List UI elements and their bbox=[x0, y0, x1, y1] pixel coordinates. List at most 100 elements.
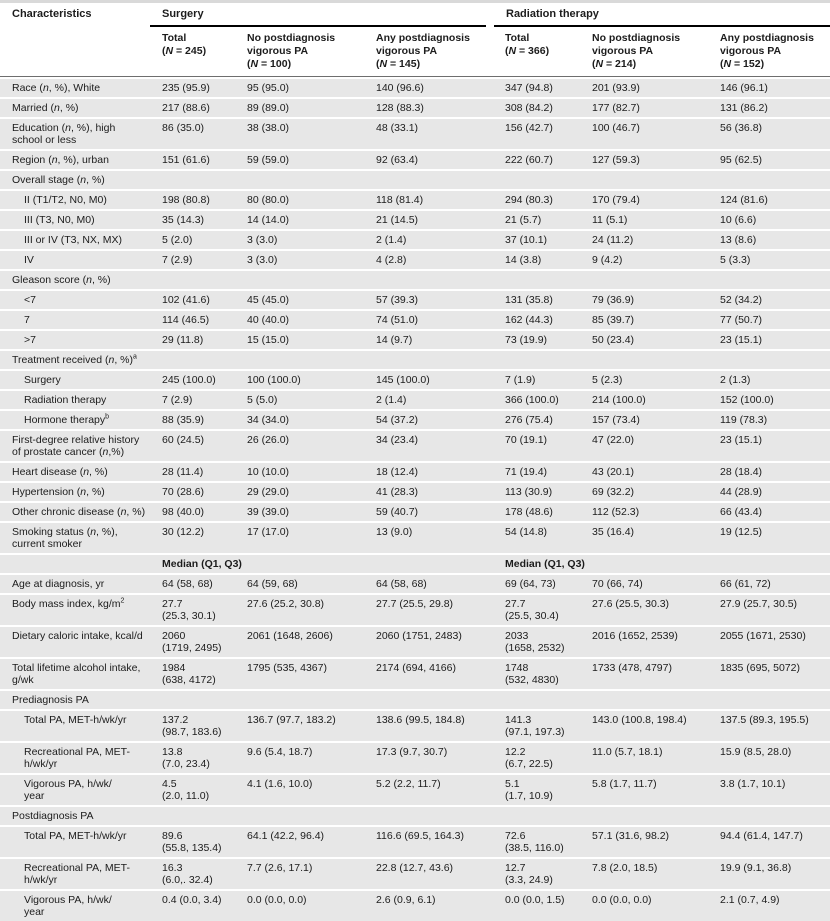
cell-value: 347 (94.8) bbox=[505, 82, 553, 94]
row-label: Radiation therapy bbox=[24, 394, 107, 406]
table-row: Smoking status (n, %), current smoker 30 … bbox=[0, 523, 830, 553]
median-subheader: Median (Q1, Q3) bbox=[162, 558, 242, 570]
row-label: Heart disease (n, %) bbox=[12, 466, 108, 478]
cell-value: 59 (59.0) bbox=[247, 154, 290, 166]
cell-value: 34 (23.4) bbox=[376, 434, 419, 446]
cell-value: 40 (40.0) bbox=[247, 314, 290, 326]
cell-value: 35 (16.4) bbox=[592, 526, 635, 538]
cell-value: 7 (1.9) bbox=[505, 374, 536, 386]
cell-value: 5 (2.3) bbox=[592, 374, 623, 386]
cell-value: 64 (58, 68) bbox=[162, 578, 213, 590]
cell-value: 162 (44.3) bbox=[505, 314, 553, 326]
table-row: III (T3, N0, M0) 35 (14.3) 14 (14.0) 21 (14… bbox=[0, 211, 830, 229]
cell-value: 38 (38.0) bbox=[247, 122, 290, 134]
cell-value: 30 (12.2) bbox=[162, 526, 205, 538]
table-row: First-degree relative history of prostat… bbox=[0, 431, 830, 461]
cell-value: 2016 (1652, 2539) bbox=[592, 630, 678, 642]
cell-value: 37 (10.1) bbox=[505, 234, 548, 246]
cell-value: 3.8 (1.7, 10.1) bbox=[720, 778, 786, 790]
cell-value: 2055 (1671, 2530) bbox=[720, 630, 806, 642]
cell-value: 54 (14.8) bbox=[505, 526, 548, 538]
row-label: Education (n, %), high school or less bbox=[12, 122, 116, 146]
cell-value: 4.5 (2.0, 11.0) bbox=[162, 778, 210, 802]
section-row: Treatment received (n, %)a bbox=[0, 351, 830, 369]
cell-value: 39 (39.0) bbox=[247, 506, 290, 518]
cell-value: 2 (1.4) bbox=[376, 234, 407, 246]
cell-value: 92 (63.4) bbox=[376, 154, 419, 166]
table-row: Education (n, %), high school or less 86 … bbox=[0, 119, 830, 149]
cell-value: 1733 (478, 4797) bbox=[592, 662, 672, 674]
cell-value: 10 (6.6) bbox=[720, 214, 757, 226]
cell-value: 14 (3.8) bbox=[505, 254, 542, 266]
table-row: Recreational PA, MET-h/wk/yr 16.3 (6.0,. 3… bbox=[0, 859, 830, 889]
cell-value: 13 (8.6) bbox=[720, 234, 757, 246]
cell-value: 69 (32.2) bbox=[592, 486, 635, 498]
row-label: First-degree relative history of prostat… bbox=[12, 434, 140, 458]
cell-value: 14 (9.7) bbox=[376, 334, 413, 346]
row-label: >7 bbox=[24, 334, 36, 346]
column-header: Total (N = 245) bbox=[162, 32, 207, 57]
cell-value: 69 (64, 73) bbox=[505, 578, 556, 590]
cell-value: 152 (100.0) bbox=[720, 394, 774, 406]
table-row: Surgery 245 (100.0) 100 (100.0) 145 (100.0)… bbox=[0, 371, 830, 389]
row-label: Surgery bbox=[24, 374, 61, 386]
cell-value: 178 (48.6) bbox=[505, 506, 553, 518]
cell-value: 7 (2.9) bbox=[162, 394, 193, 406]
table-row: Hypertension (n, %) 70 (28.6) 29 (29.0) 41 … bbox=[0, 483, 830, 501]
cell-value: 18 (12.4) bbox=[376, 466, 419, 478]
table-row: Age at diagnosis, yr 64 (58, 68) 64 (59, 6… bbox=[0, 575, 830, 593]
cell-value: 24 (11.2) bbox=[592, 234, 634, 246]
cell-value: 29 (11.8) bbox=[162, 334, 204, 346]
cell-value: 12.7 (3.3, 24.9) bbox=[505, 862, 553, 886]
cell-value: 35 (14.3) bbox=[162, 214, 205, 226]
cell-value: 89 (89.0) bbox=[247, 102, 290, 114]
cell-value: 3 (3.0) bbox=[247, 254, 278, 266]
cell-value: 113 (30.9) bbox=[505, 486, 553, 498]
cell-value: 11.0 (5.7, 18.1) bbox=[592, 746, 663, 758]
column-headers-row: Total (N = 245) No postdiagnosis vigorous … bbox=[0, 27, 830, 77]
cell-value: 2 (1.3) bbox=[720, 374, 751, 386]
cell-value: 146 (96.1) bbox=[720, 82, 768, 94]
section-label: Overall stage (n, %) bbox=[12, 174, 105, 186]
cell-value: 27.7 (25.5, 29.8) bbox=[376, 598, 454, 610]
cell-value: 145 (100.0) bbox=[376, 374, 430, 386]
table-row: Vigorous PA, h/wk/year 0.4 (0.0, 3.4) 0.0 … bbox=[0, 891, 830, 921]
row-label: Hormone therapyb bbox=[24, 413, 110, 427]
group-header-row: Characteristics Surgery Radiation therap… bbox=[0, 3, 830, 27]
cell-value: 15 (15.0) bbox=[247, 334, 290, 346]
cell-value: 19 (12.5) bbox=[720, 526, 763, 538]
median-subheader: Median (Q1, Q3) bbox=[505, 558, 585, 570]
section-label: Prediagnosis PA bbox=[12, 694, 89, 706]
cell-value: 217 (88.6) bbox=[162, 102, 210, 114]
cell-value: 79 (36.9) bbox=[592, 294, 635, 306]
cell-value: 72.6 (38.5, 116.0) bbox=[505, 830, 564, 854]
cell-value: 222 (60.7) bbox=[505, 154, 553, 166]
cell-value: 59 (40.7) bbox=[376, 506, 419, 518]
table-top-rule bbox=[0, 0, 830, 3]
cell-value: 2061 (1648, 2606) bbox=[247, 630, 333, 642]
cell-value: 71 (19.4) bbox=[505, 466, 548, 478]
cell-value: 21 (14.5) bbox=[376, 214, 419, 226]
cell-value: 85 (39.7) bbox=[592, 314, 635, 326]
cell-value: 112 (52.3) bbox=[592, 506, 640, 518]
column-header-characteristics: Characteristics bbox=[12, 8, 92, 20]
cell-value: 19.9 (9.1, 36.8) bbox=[720, 862, 792, 874]
cell-value: 294 (80.3) bbox=[505, 194, 553, 206]
section-label: Postdiagnosis PA bbox=[12, 810, 94, 822]
cell-value: 13.8 (7.0, 23.4) bbox=[162, 746, 210, 770]
cell-value: 157 (73.4) bbox=[592, 414, 640, 426]
row-label: 7 bbox=[24, 314, 30, 326]
cell-value: 5.8 (1.7, 11.7) bbox=[592, 778, 657, 790]
cell-value: 143.0 (100.8, 198.4) bbox=[592, 714, 687, 726]
cell-value: 89.6 (55.8, 135.4) bbox=[162, 830, 222, 854]
table-row: Hormone therapyb 88 (35.9) 34 (34.0) 54 (37… bbox=[0, 411, 830, 429]
column-header: Total (N = 366) bbox=[505, 32, 550, 57]
cell-value: 0.0 (0.0, 0.0) bbox=[247, 894, 307, 906]
cell-value: 80 (80.0) bbox=[247, 194, 290, 206]
cell-value: 66 (43.4) bbox=[720, 506, 763, 518]
column-header-spacer bbox=[0, 32, 150, 71]
cell-value: 17.3 (9.7, 30.7) bbox=[376, 746, 448, 758]
cell-value: 94.4 (61.4, 147.7) bbox=[720, 830, 803, 842]
cell-value: 7.7 (2.6, 17.1) bbox=[247, 862, 313, 874]
